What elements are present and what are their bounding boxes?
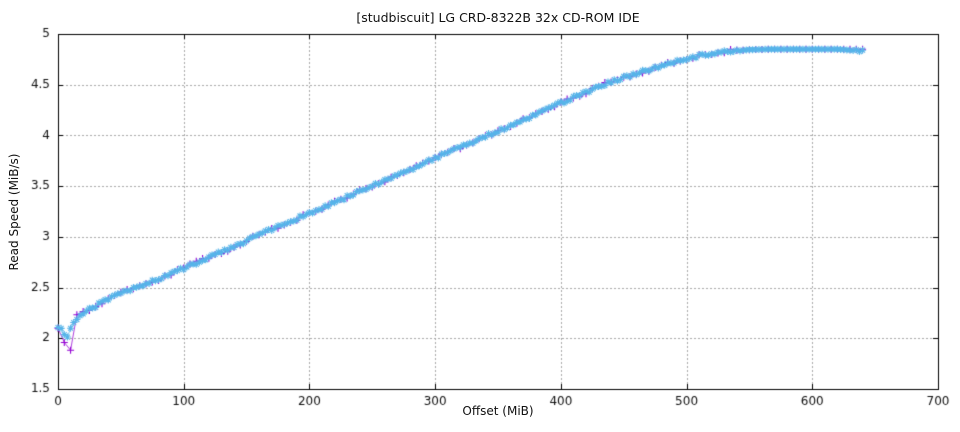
x-axis-label: Offset (MiB)	[462, 404, 534, 418]
y-axis-label: Read Speed (MiB/s)	[7, 153, 21, 271]
chart-title: [studbiscuit] LG CRD-8322B 32x CD-ROM ID…	[356, 10, 640, 25]
